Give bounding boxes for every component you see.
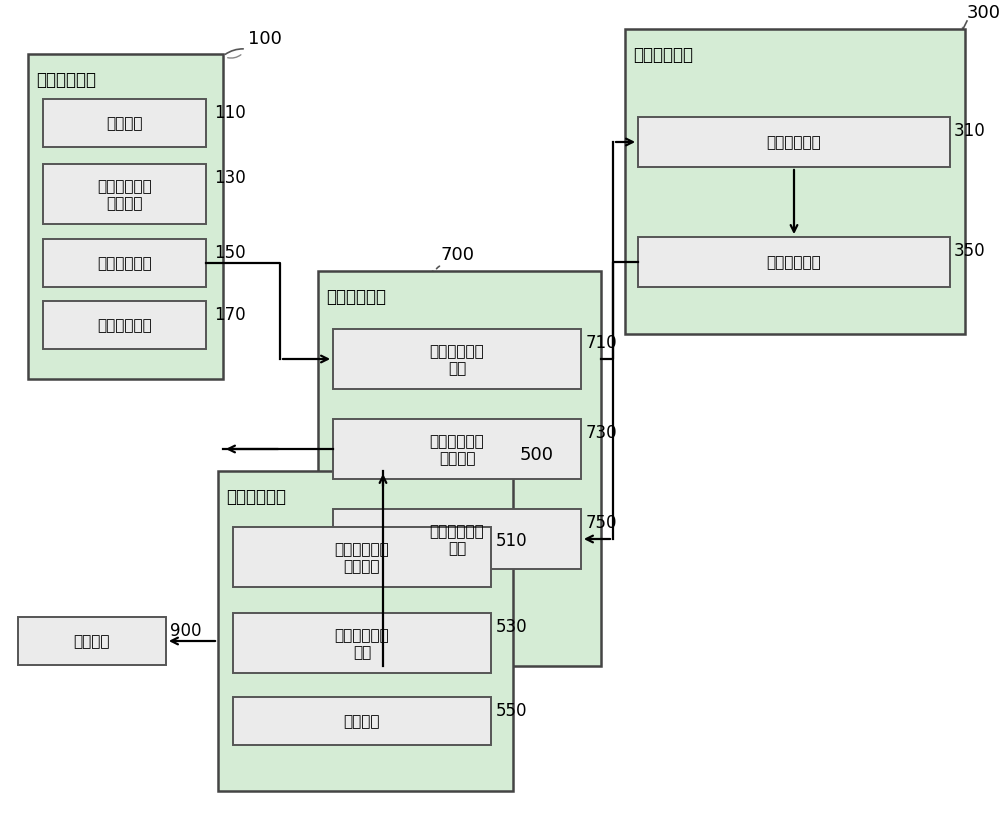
Text: 指令生成模块: 指令生成模块	[97, 256, 152, 271]
Text: 510: 510	[496, 532, 528, 550]
Bar	[638, 238, 950, 287]
Text: 310: 310	[954, 122, 986, 140]
Text: 指令发送模块: 指令发送模块	[97, 318, 152, 333]
Bar	[625, 30, 965, 335]
Bar	[43, 100, 206, 147]
Bar	[333, 329, 581, 390]
Bar	[333, 509, 581, 569]
Text: 530: 530	[496, 618, 528, 636]
Bar	[28, 55, 223, 379]
Bar	[333, 419, 581, 479]
Text: 100: 100	[248, 30, 282, 48]
Text: 图像处理模块: 图像处理模块	[767, 256, 821, 270]
Text: 350: 350	[954, 242, 986, 260]
Text: 指示读数装置: 指示读数装置	[36, 71, 96, 89]
Bar	[638, 118, 950, 168]
Text: 图像数据传输
模块: 图像数据传输 模块	[430, 523, 484, 555]
Text: 仪表编码第二
存储模块: 仪表编码第二 存储模块	[335, 541, 389, 573]
Text: 图像采集装置: 图像采集装置	[633, 46, 693, 64]
Text: 仪表编码第一
存储模块: 仪表编码第一 存储模块	[97, 179, 152, 211]
Bar	[43, 240, 206, 287]
Bar	[218, 472, 513, 791]
Text: 550: 550	[496, 701, 528, 719]
Bar	[233, 697, 491, 745]
Text: 指令数据传输
模块: 指令数据传输 模块	[430, 343, 484, 376]
Text: 700: 700	[440, 246, 474, 264]
Text: 170: 170	[214, 305, 246, 324]
Bar	[318, 272, 601, 666]
Text: 150: 150	[214, 244, 246, 262]
Text: 接收模块: 接收模块	[106, 116, 143, 131]
Bar	[43, 301, 206, 350]
Text: 本底信息存储
模块: 本底信息存储 模块	[335, 627, 389, 659]
Text: 300: 300	[967, 4, 1000, 22]
Bar	[233, 527, 491, 587]
Text: 读数信息数据
传输模块: 读数信息数据 传输模块	[430, 433, 484, 466]
Text: 500: 500	[520, 446, 554, 464]
Text: 数据传输装置: 数据传输装置	[326, 287, 386, 305]
Text: 130: 130	[214, 169, 246, 187]
Text: 图像捕获模块: 图像捕获模块	[767, 135, 821, 151]
Text: 750: 750	[586, 514, 618, 532]
Text: 710: 710	[586, 333, 618, 351]
Text: 730: 730	[586, 423, 618, 441]
Text: 900: 900	[170, 622, 202, 639]
Bar	[43, 165, 206, 224]
Bar	[233, 613, 491, 673]
Text: 分析读数装置: 分析读数装置	[226, 487, 286, 505]
Text: 比对模块: 比对模块	[344, 713, 380, 729]
Text: 110: 110	[214, 104, 246, 122]
Text: 警示装置: 警示装置	[74, 634, 110, 649]
Bar	[18, 618, 166, 665]
